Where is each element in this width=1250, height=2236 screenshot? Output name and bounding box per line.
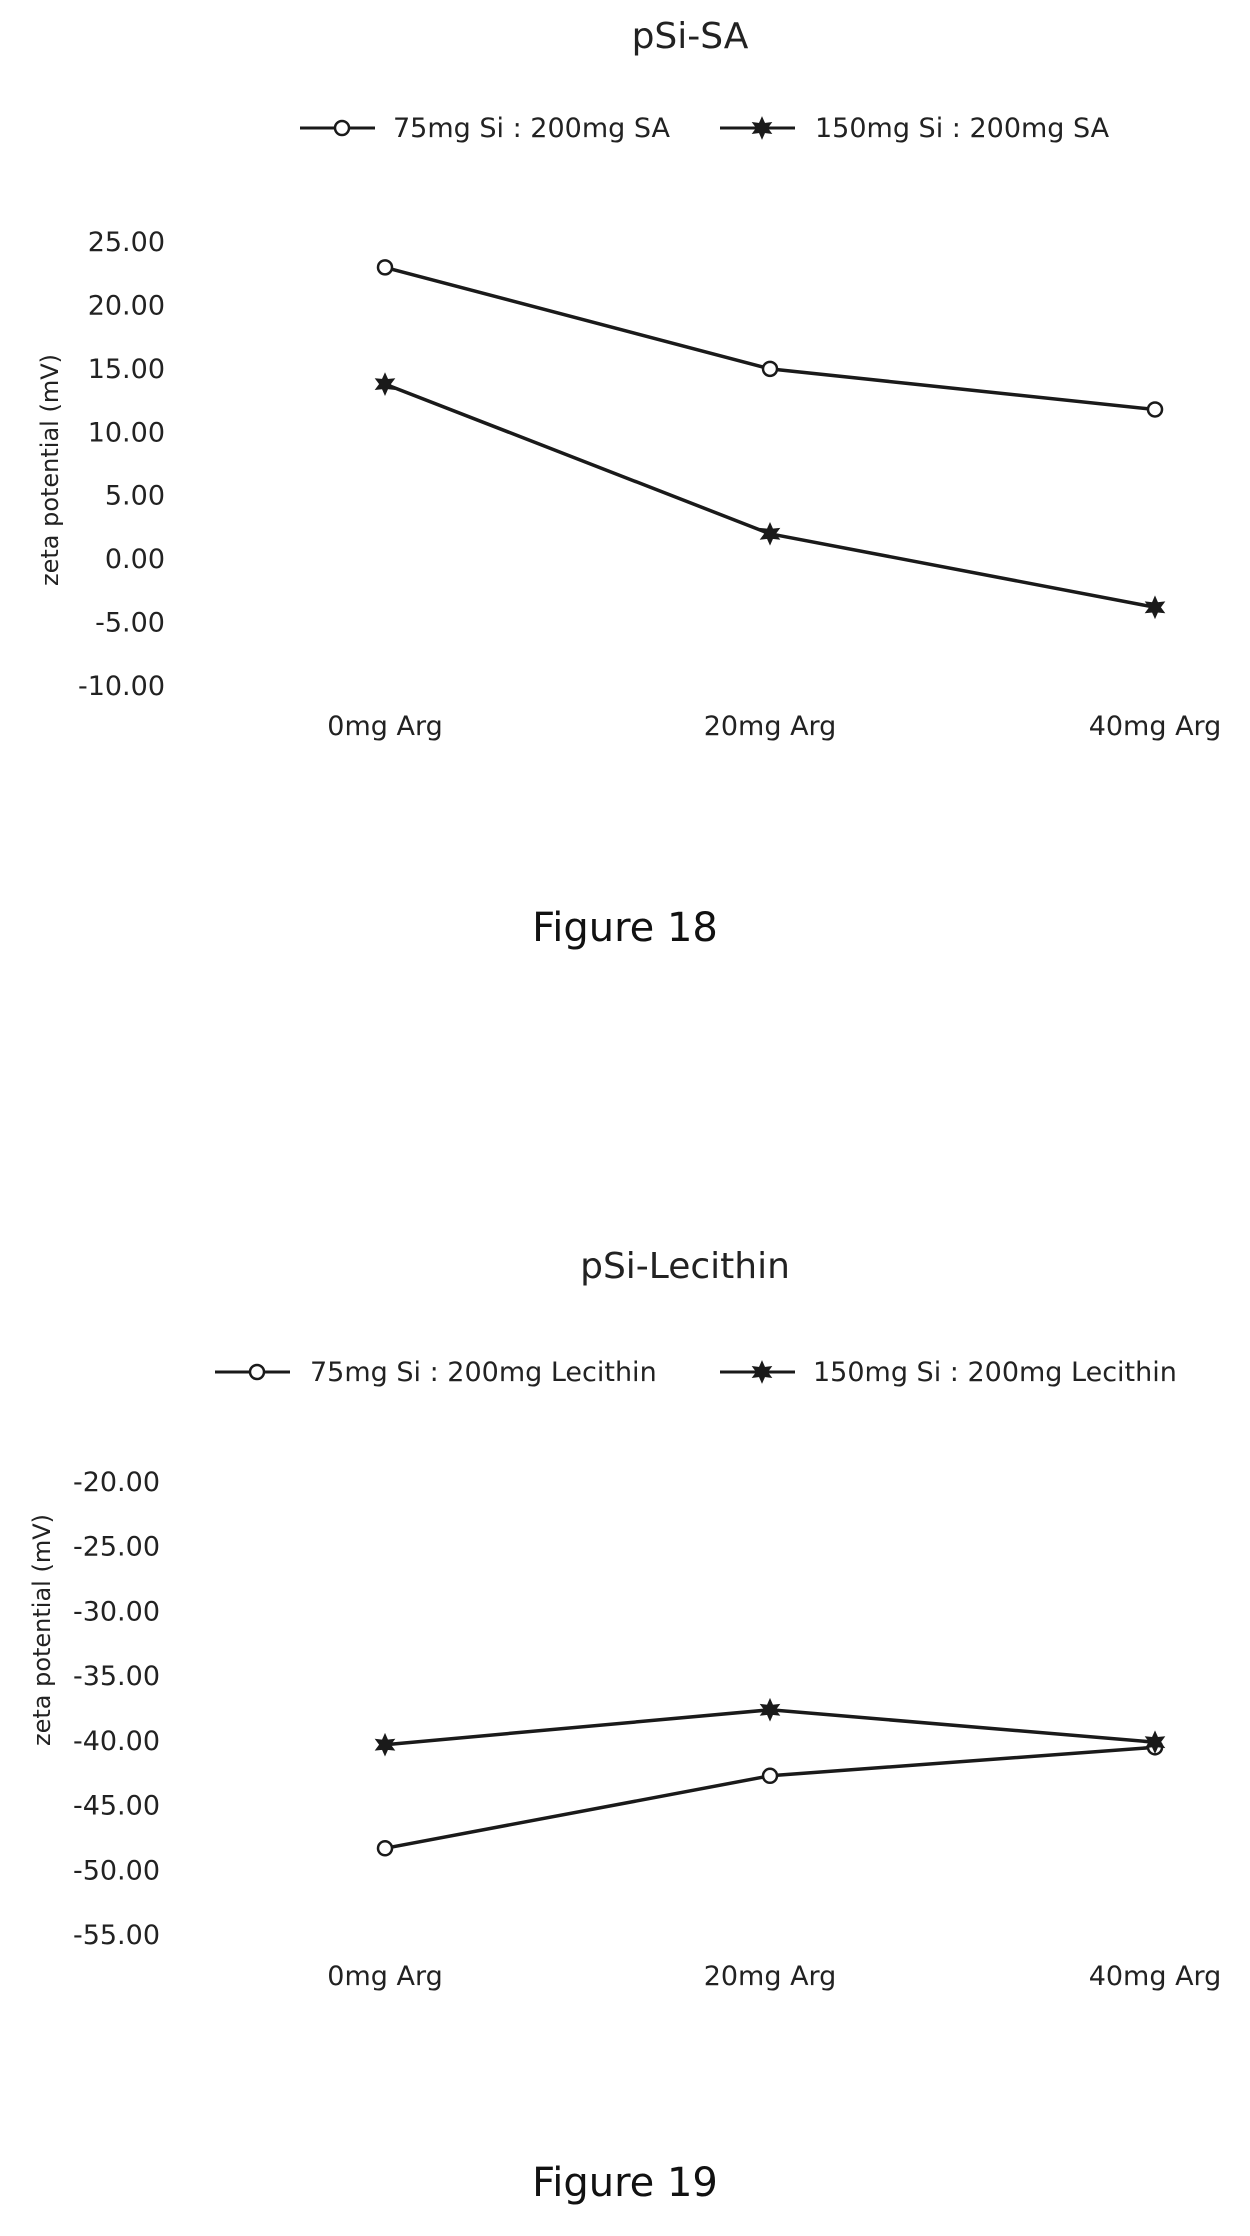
chart-title: pSi-Lecithin: [580, 1246, 790, 1287]
plot-area: [374, 1697, 1166, 1857]
y-tick-labels: 25.00 20.00 15.00 10.00 5.00 0.00 -5.00 -10.00: [78, 227, 165, 702]
series-line: [384, 265, 1156, 412]
data-point: [759, 521, 781, 546]
y-tick-label: -50.00: [73, 1855, 160, 1886]
y-tick-label: 10.00: [88, 417, 165, 448]
chart-psi-lecithin: pSi-Lecithin 75mg Si : 200mg Lecithin 150…: [0, 1230, 1250, 2030]
figure-caption: Figure 18: [532, 905, 718, 951]
y-tick-labels: -20.00 -25.00 -30.00 -35.00 -40.00 -45.00 -50.…: [73, 1467, 160, 1951]
data-point: [374, 372, 396, 396]
y-tick-label: 5.00: [105, 481, 165, 512]
chart-psi-lecithin-svg: pSi-Lecithin 75mg Si : 200mg Lecithin 150…: [28, 1246, 1221, 1992]
y-tick-label: -20.00: [73, 1467, 160, 1498]
y-tick-label: 15.00: [88, 354, 165, 385]
y-tick-label: 0.00: [105, 544, 165, 575]
chart-psi-sa: pSi-SA 75mg Si : 200mg SA 150mg Si : 200m…: [0, 0, 1250, 760]
legend-item: 150mg Si : 200mg SA: [720, 113, 1110, 144]
plot-area: [374, 259, 1166, 620]
data-point: [761, 1767, 779, 1785]
y-tick-label: -5.00: [95, 608, 165, 639]
data-point: [761, 360, 779, 378]
legend: 75mg Si : 200mg SA 150mg Si : 200mg SA: [300, 113, 1110, 144]
chart-title: pSi-SA: [632, 16, 749, 57]
y-tick-label: -35.00: [73, 1661, 160, 1692]
legend-marker: [751, 1360, 773, 1384]
y-tick-label: -10.00: [78, 671, 165, 702]
data-point: [374, 1732, 396, 1757]
y-axis-label: zeta potential (mV): [28, 1514, 56, 1746]
chart-psi-sa-svg: pSi-SA 75mg Si : 200mg SA 150mg Si : 200m…: [36, 16, 1221, 742]
legend: 75mg Si : 200mg Lecithin 150mg Si : 200mg…: [215, 1357, 1177, 1388]
legend-label: 150mg Si : 200mg SA: [815, 113, 1110, 144]
y-tick-label: -40.00: [73, 1726, 160, 1757]
data-point: [1144, 595, 1166, 620]
data-point: [376, 259, 394, 276]
legend-label: 75mg Si : 200mg Lecithin: [310, 1357, 657, 1388]
legend-marker: [333, 119, 351, 137]
x-tick-label: 0mg Arg: [327, 1961, 442, 1992]
y-axis-label: zeta potential (mV): [36, 354, 64, 586]
legend-label: 150mg Si : 200mg Lecithin: [813, 1357, 1177, 1388]
series-line: [384, 1745, 1156, 1851]
legend-item: 75mg Si : 200mg SA: [300, 113, 670, 144]
x-tick-label: 0mg Arg: [327, 711, 442, 742]
figure-caption: Figure 19: [532, 2160, 718, 2206]
data-point: [1146, 401, 1164, 418]
y-tick-label: -45.00: [73, 1791, 160, 1822]
data-point: [759, 1697, 781, 1722]
x-tick-label: 40mg Arg: [1089, 711, 1222, 742]
legend-label: 75mg Si : 200mg SA: [393, 113, 670, 144]
y-tick-label: 20.00: [88, 290, 165, 321]
x-tick-label: 40mg Arg: [1089, 1961, 1222, 1992]
y-tick-label: -55.00: [73, 1920, 160, 1951]
legend-marker: [248, 1363, 266, 1381]
data-point: [376, 1840, 394, 1857]
series-line: [384, 382, 1156, 610]
y-tick-label: 25.00: [88, 227, 165, 258]
legend-item: 150mg Si : 200mg Lecithin: [720, 1357, 1177, 1388]
x-tick-labels: 0mg Arg 20mg Arg 40mg Arg: [327, 1961, 1221, 1992]
y-tick-label: -30.00: [73, 1596, 160, 1627]
y-tick-label: -25.00: [73, 1532, 160, 1563]
x-tick-label: 20mg Arg: [704, 1961, 837, 1992]
legend-marker: [751, 116, 773, 140]
x-tick-labels: 0mg Arg 20mg Arg 40mg Arg: [327, 711, 1221, 742]
data-point: [1144, 1730, 1166, 1755]
x-tick-label: 20mg Arg: [704, 711, 837, 742]
legend-item: 75mg Si : 200mg Lecithin: [215, 1357, 657, 1388]
